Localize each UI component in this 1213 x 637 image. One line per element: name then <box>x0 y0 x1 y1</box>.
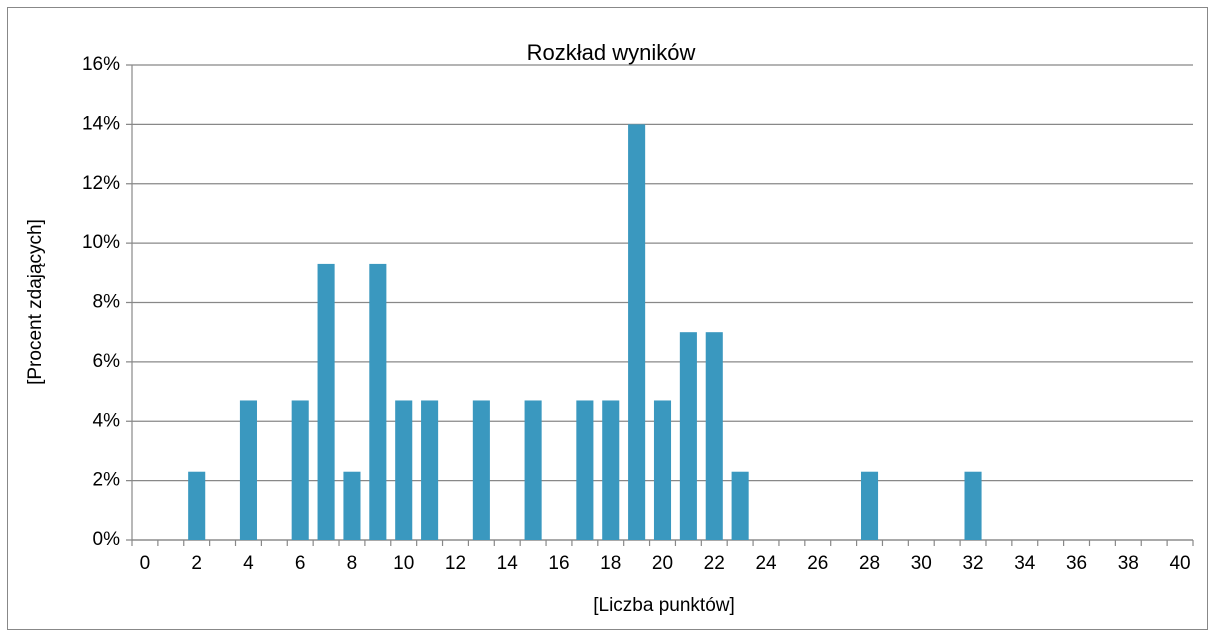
bar <box>679 332 697 540</box>
x-tick-label: 12 <box>445 553 466 574</box>
x-tick-label: 24 <box>755 553 777 574</box>
bar <box>860 471 879 540</box>
x-axis-label: [Liczba punktów] <box>593 595 735 616</box>
x-tick-label: 16 <box>548 553 569 574</box>
y-tick-label: 6% <box>93 351 121 372</box>
x-tick-label: 34 <box>1014 553 1036 574</box>
y-tick-label: 4% <box>93 410 121 431</box>
bar <box>395 400 413 540</box>
x-tick-label: 36 <box>1066 553 1087 574</box>
bar <box>653 400 672 540</box>
bar <box>291 400 309 540</box>
bar <box>317 263 335 540</box>
x-tick-label: 8 <box>347 553 358 574</box>
x-tick-label: 26 <box>807 553 828 574</box>
bar <box>602 400 620 540</box>
y-tick-label: 2% <box>93 470 121 491</box>
bar <box>472 400 490 540</box>
x-tick-label: 10 <box>393 553 414 574</box>
x-tick-label: 38 <box>1118 553 1139 574</box>
x-tick-label: 0 <box>140 553 151 574</box>
bar <box>188 471 206 540</box>
bar <box>576 400 594 540</box>
bar <box>705 332 723 540</box>
y-tick-label: 10% <box>82 232 120 253</box>
bar <box>343 471 361 540</box>
x-tick-label: 2 <box>191 553 202 574</box>
x-tick-label: 18 <box>600 553 621 574</box>
x-tick-label: 20 <box>652 553 673 574</box>
bar <box>524 400 542 540</box>
y-axis-label: [Procent zdających] <box>25 219 46 385</box>
bar <box>964 471 982 540</box>
y-tick-label: 14% <box>82 113 120 134</box>
y-tick-label: 0% <box>93 529 121 550</box>
x-tick-label: 22 <box>704 553 725 574</box>
bar <box>731 471 749 540</box>
x-tick-label: 28 <box>859 553 880 574</box>
chart-title: Rozkład wyników <box>527 40 696 65</box>
bar <box>239 400 257 540</box>
y-tick-label: 8% <box>93 292 121 313</box>
bar <box>369 263 387 540</box>
y-tick-label: 12% <box>82 173 120 194</box>
y-tick-label: 16% <box>82 54 120 75</box>
x-tick-label: 40 <box>1169 553 1190 574</box>
x-tick-label: 14 <box>497 553 519 574</box>
bar <box>421 400 439 540</box>
x-tick-label: 6 <box>295 553 306 574</box>
x-tick-label: 32 <box>962 553 983 574</box>
x-tick-label: 4 <box>243 553 254 574</box>
x-tick-label: 30 <box>911 553 932 574</box>
bar <box>628 124 646 540</box>
